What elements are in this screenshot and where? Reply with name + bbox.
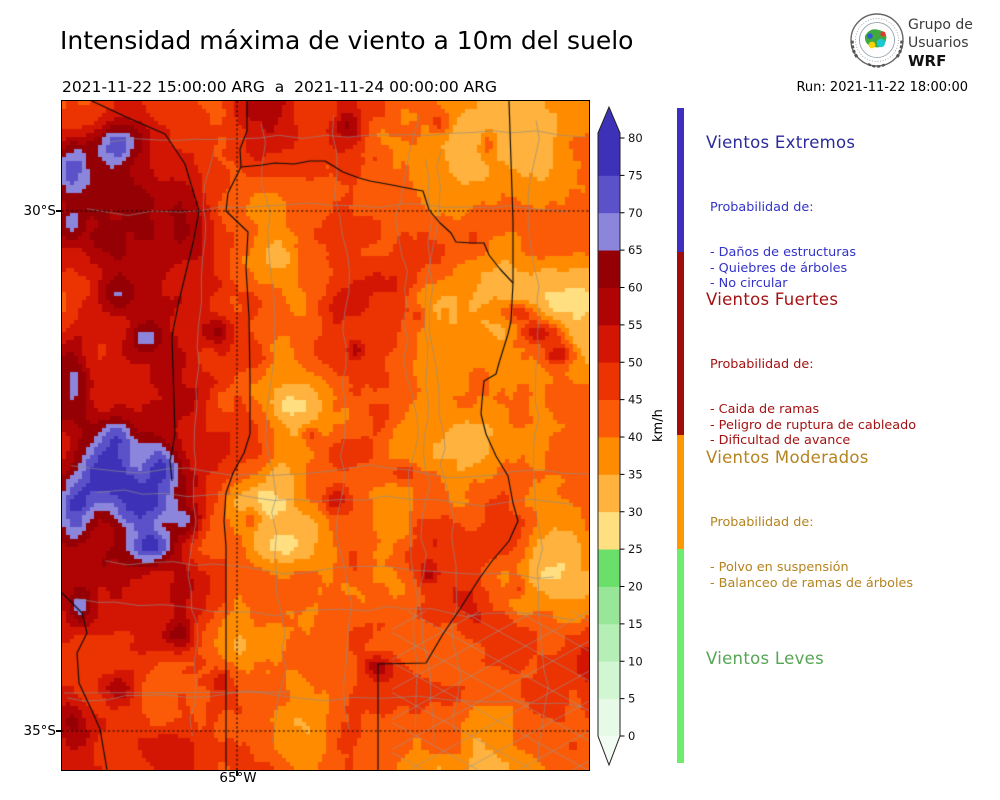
legend-item: - Dificultad de avance [710, 433, 851, 449]
colorbar-tick-label: 45 [628, 393, 643, 407]
colorbar-arrow-over [598, 107, 620, 133]
colorbar-band [598, 623, 620, 662]
model-run-timestamp: Run: 2021-11-22 18:00:00 [796, 80, 968, 95]
colorbar-arrow-under [598, 736, 620, 765]
colorbar-band [598, 586, 620, 625]
colorbar-band [598, 212, 620, 251]
legend-block-fuertes: Probabilidad de: - Caida de ramas - Pelig… [710, 326, 916, 479]
legend-item: - Balanceo de ramas de árboles [710, 575, 914, 591]
category-bar-moderados [677, 435, 684, 549]
legend-item: - Daños de estructuras [710, 245, 856, 261]
legend-heading-leves: Vientos Leves [706, 649, 824, 668]
legend-block-moderados: Probabilidad de: - Polvo en suspensión - … [710, 484, 913, 622]
colorbar-tick-label: 25 [628, 542, 643, 556]
colorbar-tick-label: 30 [628, 505, 643, 519]
page-title: Intensidad máxima de viento a 10m del su… [60, 26, 634, 55]
legend-item: - Quiebres de árboles [710, 260, 848, 276]
colorbar-tick-label: 5 [628, 692, 635, 706]
lat-label-35s: 35°S [23, 723, 57, 739]
colorbar-band [598, 549, 620, 587]
colorbar-band [598, 437, 620, 475]
axis-tick-65w [236, 771, 238, 776]
axis-tick-30s [56, 210, 61, 212]
colorbar-band [598, 324, 620, 363]
colorbar-band [598, 362, 620, 401]
valid-period: 2021-11-22 15:00:00 ARG a 2021-11-24 00:… [62, 78, 498, 96]
category-bar-fuertes [677, 252, 684, 435]
colorbar-band [598, 474, 620, 513]
colorbar-tick-label: 50 [628, 355, 643, 369]
legend-block-extremos: Probabilidad de: - Daños de estructuras -… [710, 169, 856, 322]
colorbar-tick-label: 80 [628, 131, 643, 145]
logo-line-1: Grupo de [908, 17, 973, 33]
colorbar-band [598, 511, 620, 550]
legend-intro: Probabilidad de: [710, 199, 814, 215]
colorbar-tick-label: 65 [628, 243, 643, 257]
legend-item: - Peligro de ruptura de cableado [710, 417, 917, 433]
colorbar-tick-label: 55 [628, 318, 643, 332]
logo-org-name: Grupo de Usuarios WRF [908, 16, 973, 70]
logo-line-2: Usuarios [908, 35, 969, 51]
colorbar-band [598, 175, 620, 214]
legend-heading-moderados: Vientos Moderados [706, 448, 869, 467]
logo-line-wrf: WRF [908, 52, 947, 70]
colorbar-band [598, 661, 620, 700]
legend-heading-extremos: Vientos Extremos [706, 133, 856, 152]
category-bar-leves [677, 549, 684, 763]
wind-intensity-map-canvas [61, 100, 590, 771]
colorbar-tick-label: 10 [628, 654, 643, 668]
colorbar-tick-label: 20 [628, 580, 643, 594]
colorbar-units-label: km/h [651, 409, 666, 442]
legend-intro: Probabilidad de: [710, 356, 814, 372]
colorbar-tick-label: 35 [628, 467, 643, 481]
colorbar-band-over [598, 133, 620, 139]
colorbar-band [598, 287, 620, 326]
colorbar-tick-label: 75 [628, 168, 643, 182]
colorbar-band [598, 698, 620, 737]
colorbar-tick-label: 40 [628, 430, 643, 444]
colorbar-band [598, 250, 620, 288]
legend-item: - No circular [710, 276, 788, 292]
colorbar-tick-label: 60 [628, 281, 643, 295]
legend-intro: Probabilidad de: [710, 514, 814, 530]
legend-heading-fuertes: Vientos Fuertes [706, 290, 839, 309]
colorbar-band [598, 399, 620, 438]
colorbar-tick-label: 70 [628, 206, 643, 220]
colorbar-tick-label: 15 [628, 617, 643, 631]
globe-emblem-icon [850, 13, 904, 68]
colorbar-band [598, 138, 620, 176]
lat-label-30s: 30°S [23, 203, 57, 219]
lon-label-65w: 65°W [219, 770, 257, 786]
legend-item: - Caida de ramas [710, 402, 820, 418]
axis-tick-35s [56, 730, 61, 732]
colorbar-tick-label: 0 [628, 729, 635, 743]
category-bar-extremos [677, 108, 684, 252]
legend-item: - Polvo en suspensión [710, 560, 849, 576]
